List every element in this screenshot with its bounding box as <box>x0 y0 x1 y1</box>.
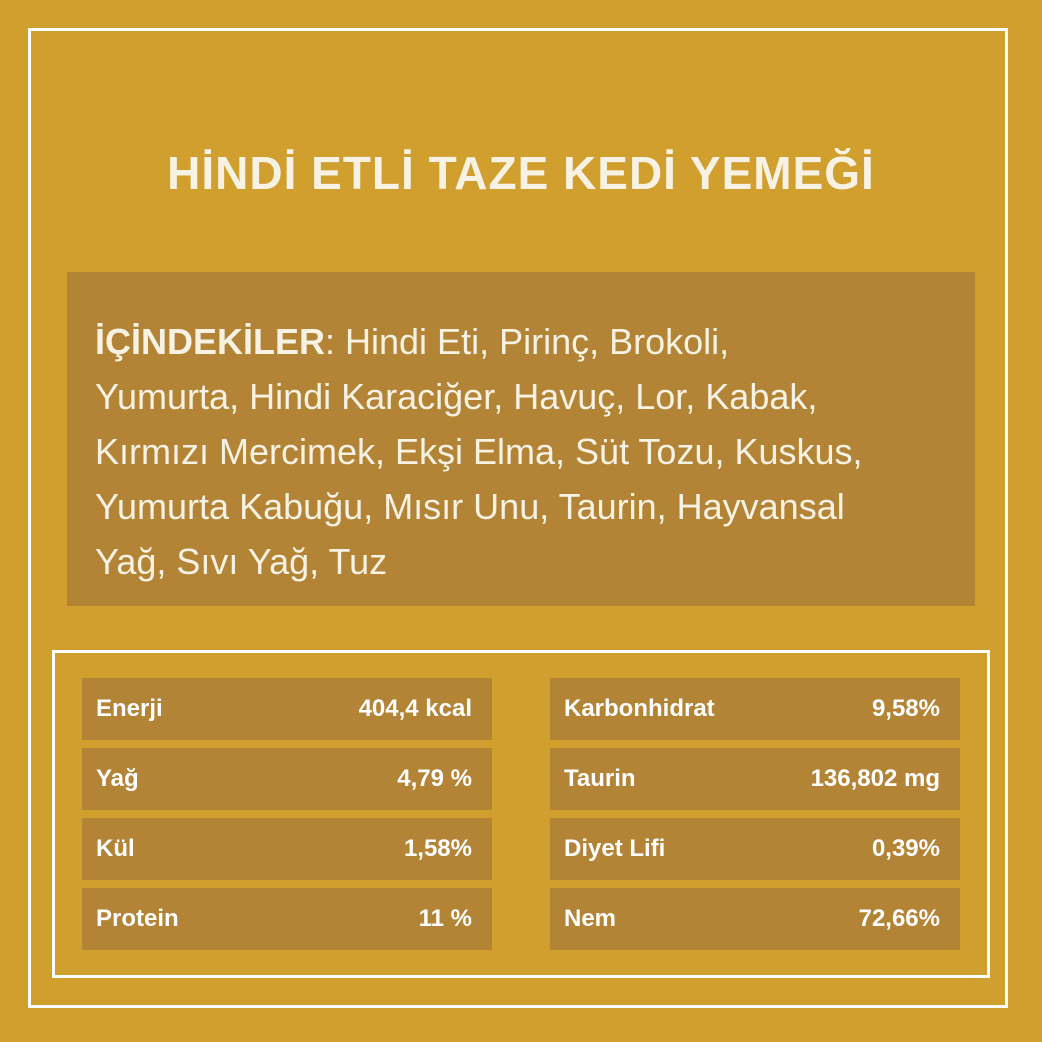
nutrient-name: Yağ <box>96 765 139 792</box>
nutrient-value: 4,79 % <box>397 765 472 792</box>
nutrient-value: 1,58% <box>403 835 472 862</box>
ingredients-line: Yağ, Sıvı Yağ, Tuz <box>95 541 388 582</box>
product-title: HİNDİ ETLİ TAZE KEDİ YEMEĞİ <box>167 147 875 199</box>
ingredients-text: : Hindi Eti, Pirinç, Brokoli, <box>325 321 730 362</box>
nutrition-row: Kül 1,58% <box>82 818 492 880</box>
nutrient-name: Enerji <box>96 695 163 722</box>
nutrient-value: 9,58% <box>871 695 940 722</box>
nutrition-row: Taurin 136,802 mg <box>550 748 960 810</box>
ingredients-panel: İÇİNDEKİLER: Hindi Eti, Pirinç, Brokoli,… <box>67 272 975 606</box>
nutrient-name: Diyet Lifi <box>564 835 666 862</box>
outer-border <box>28 28 1008 1008</box>
nutrition-row: Nem 72,66% <box>550 888 960 950</box>
nutrient-value: 136,802 mg <box>810 765 940 792</box>
nutrient-name: Karbonhidrat <box>564 695 715 722</box>
nutrition-border <box>52 650 990 978</box>
nutrition-row: Diyet Lifi 0,39% <box>550 818 960 880</box>
nutrition-left-column: Enerji 404,4 kcal Yağ 4,79 % Kül 1,58% Prot… <box>82 678 492 958</box>
nutrition-row: Protein 11 % <box>82 888 492 950</box>
ingredients-line: Kırmızı Mercimek, Ekşi Elma, Süt Tozu, K… <box>95 431 863 472</box>
nutrition-row: Yağ 4,79 % <box>82 748 492 810</box>
nutrition-row: Enerji 404,4 kcal <box>82 678 492 740</box>
nutrient-name: Nem <box>564 905 617 932</box>
ingredients-label: İÇİNDEKİLER <box>95 321 326 362</box>
nutrient-name: Kül <box>96 835 135 862</box>
nutrient-value: 0,39% <box>871 835 940 862</box>
nutrient-value: 11 % <box>418 905 472 932</box>
nutrient-value: 404,4 kcal <box>358 695 472 722</box>
nutrient-value: 72,66% <box>858 905 940 932</box>
ingredients-line: İÇİNDEKİLER: Hindi Eti, Pirinç, Brokoli, <box>95 314 947 369</box>
nutrient-name: Taurin <box>564 765 636 792</box>
ingredients-line: Yumurta, Hindi Karaciğer, Havuç, Lor, Ka… <box>95 376 818 417</box>
nutrition-row: Karbonhidrat 9,58% <box>550 678 960 740</box>
nutrition-right-column: Karbonhidrat 9,58% Taurin 136,802 mg Diyet… <box>550 678 960 958</box>
nutrient-name: Protein <box>96 905 179 932</box>
ingredients-line: Yumurta Kabuğu, Mısır Unu, Taurin, Hayva… <box>95 486 845 527</box>
